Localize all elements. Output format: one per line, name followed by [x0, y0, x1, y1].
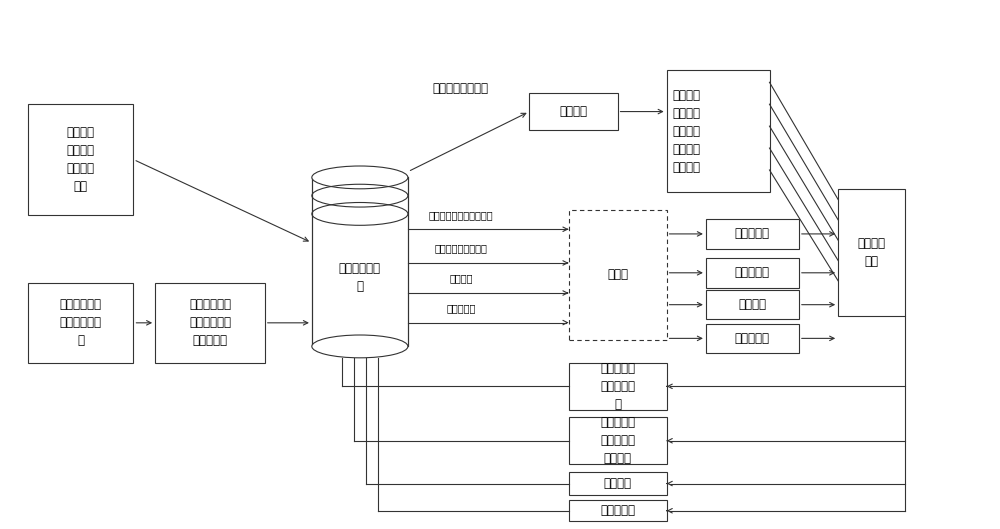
- Text: 设备固定工艺参数: 设备固定工艺参数: [433, 82, 489, 95]
- Bar: [155, 282, 265, 363]
- Text: 物料（烟
叶）: 物料（烟 叶）: [857, 238, 885, 268]
- Text: 叶中含梗率
（梗中含叶
率）检测: 叶中含梗率 （梗中含叶 率）检测: [600, 416, 635, 466]
- Ellipse shape: [312, 166, 408, 189]
- Text: 流量检测: 流量检测: [604, 477, 632, 490]
- Bar: [838, 189, 905, 316]
- Bar: [312, 177, 408, 346]
- Text: 设定温湿度: 设定温湿度: [446, 303, 475, 313]
- Bar: [706, 219, 799, 249]
- Text: 设定各级打叶器打辊转速: 设定各级打叶器打辊转速: [428, 209, 493, 220]
- Text: 控制器: 控制器: [607, 268, 628, 281]
- Text: 分解到各级打
叶器和风分器
的质量目标: 分解到各级打 叶器和风分器 的质量目标: [189, 298, 231, 348]
- Text: 温湿度检测: 温湿度检测: [600, 504, 635, 517]
- Bar: [706, 290, 799, 319]
- Bar: [706, 258, 799, 288]
- Text: 要求的叶梗分
离总体质量目
标: 要求的叶梗分 离总体质量目 标: [60, 298, 102, 348]
- Text: 设定各级风分器风速: 设定各级风分器风速: [434, 243, 487, 253]
- Bar: [569, 472, 667, 495]
- Bar: [569, 417, 667, 464]
- Bar: [569, 500, 667, 521]
- Bar: [667, 70, 770, 192]
- Text: 风机变频器: 风机变频器: [735, 266, 770, 279]
- Bar: [28, 282, 133, 363]
- Bar: [28, 104, 133, 215]
- Text: 温湿度控制: 温湿度控制: [735, 332, 770, 345]
- Bar: [569, 363, 667, 409]
- Text: 设定流量: 设定流量: [449, 273, 473, 284]
- Text: 叶片结构（
长梗率）检
测: 叶片结构（ 长梗率）检 测: [600, 362, 635, 411]
- Bar: [569, 210, 667, 340]
- Ellipse shape: [312, 335, 408, 358]
- Text: 流量控制: 流量控制: [738, 298, 766, 311]
- Text: 框栏形状
框栏档距
打刀间距
抛料速度
抛料角度: 框栏形状 框栏档距 打刀间距 抛料速度 抛料角度: [672, 88, 700, 174]
- Text: 打辊变频器: 打辊变频器: [735, 227, 770, 240]
- Bar: [529, 94, 618, 130]
- Text: 专家库分析系
统: 专家库分析系 统: [339, 262, 381, 293]
- Text: 烟叶品种
烟叶等级
烟叶部位
产地: 烟叶品种 烟叶等级 烟叶部位 产地: [67, 126, 95, 193]
- Bar: [706, 324, 799, 353]
- Text: 人工设定: 人工设定: [560, 105, 588, 118]
